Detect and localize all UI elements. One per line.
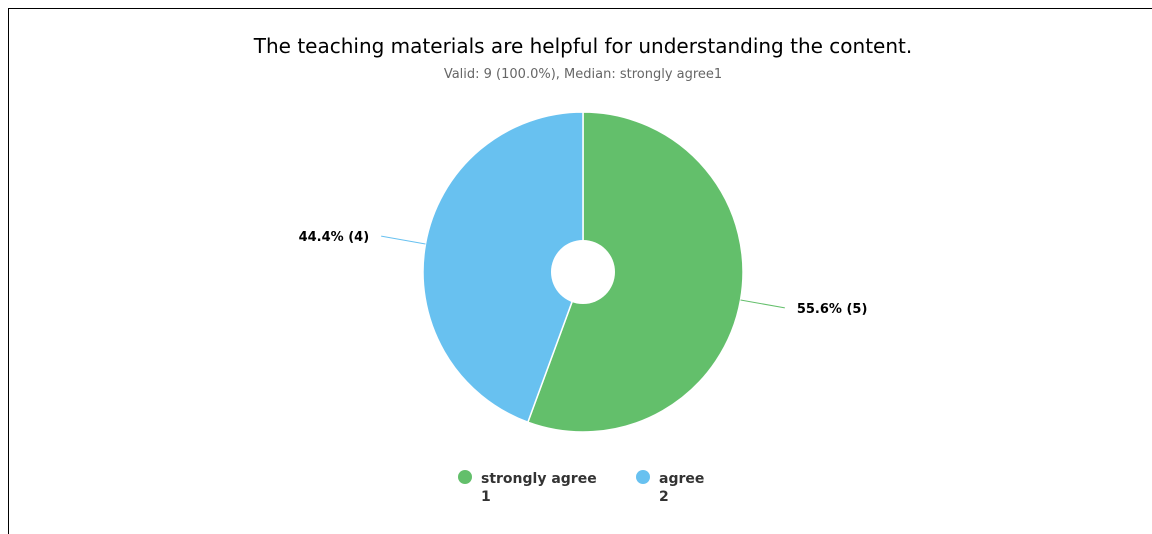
legend-item-strongly-agree[interactable]: strongly agree 1 — [458, 470, 597, 505]
legend-marker-agree — [636, 470, 650, 484]
slice-labels: 55.6% (5) 44.4% (4) — [299, 230, 868, 317]
legend-code: 2 — [659, 489, 669, 505]
legend: strongly agree 1 agree 2 — [458, 470, 704, 505]
slice-connectors — [381, 235, 785, 309]
legend-item-agree[interactable]: agree 2 — [636, 470, 704, 505]
slice-connector-agree — [381, 235, 426, 245]
legend-code: 1 — [481, 489, 491, 505]
chart-title: The teaching materials are helpful for u… — [253, 34, 912, 58]
slice-label-agree: 44.4% (4) — [299, 230, 370, 245]
pie-slices — [422, 111, 744, 433]
pie-slice-agree[interactable] — [422, 111, 584, 424]
slice-label-strongly-agree: 55.6% (5) — [797, 302, 868, 317]
legend-label: strongly agree — [481, 471, 597, 487]
donut-hole-layer — [551, 240, 615, 304]
legend-label: agree — [659, 471, 704, 487]
chart-subtitle: Valid: 9 (100.0%), Median: strongly agre… — [444, 67, 722, 82]
legend-marker-strongly-agree — [458, 470, 472, 484]
slice-connector-strongly-agree — [740, 299, 785, 309]
donut-hole — [551, 240, 615, 304]
